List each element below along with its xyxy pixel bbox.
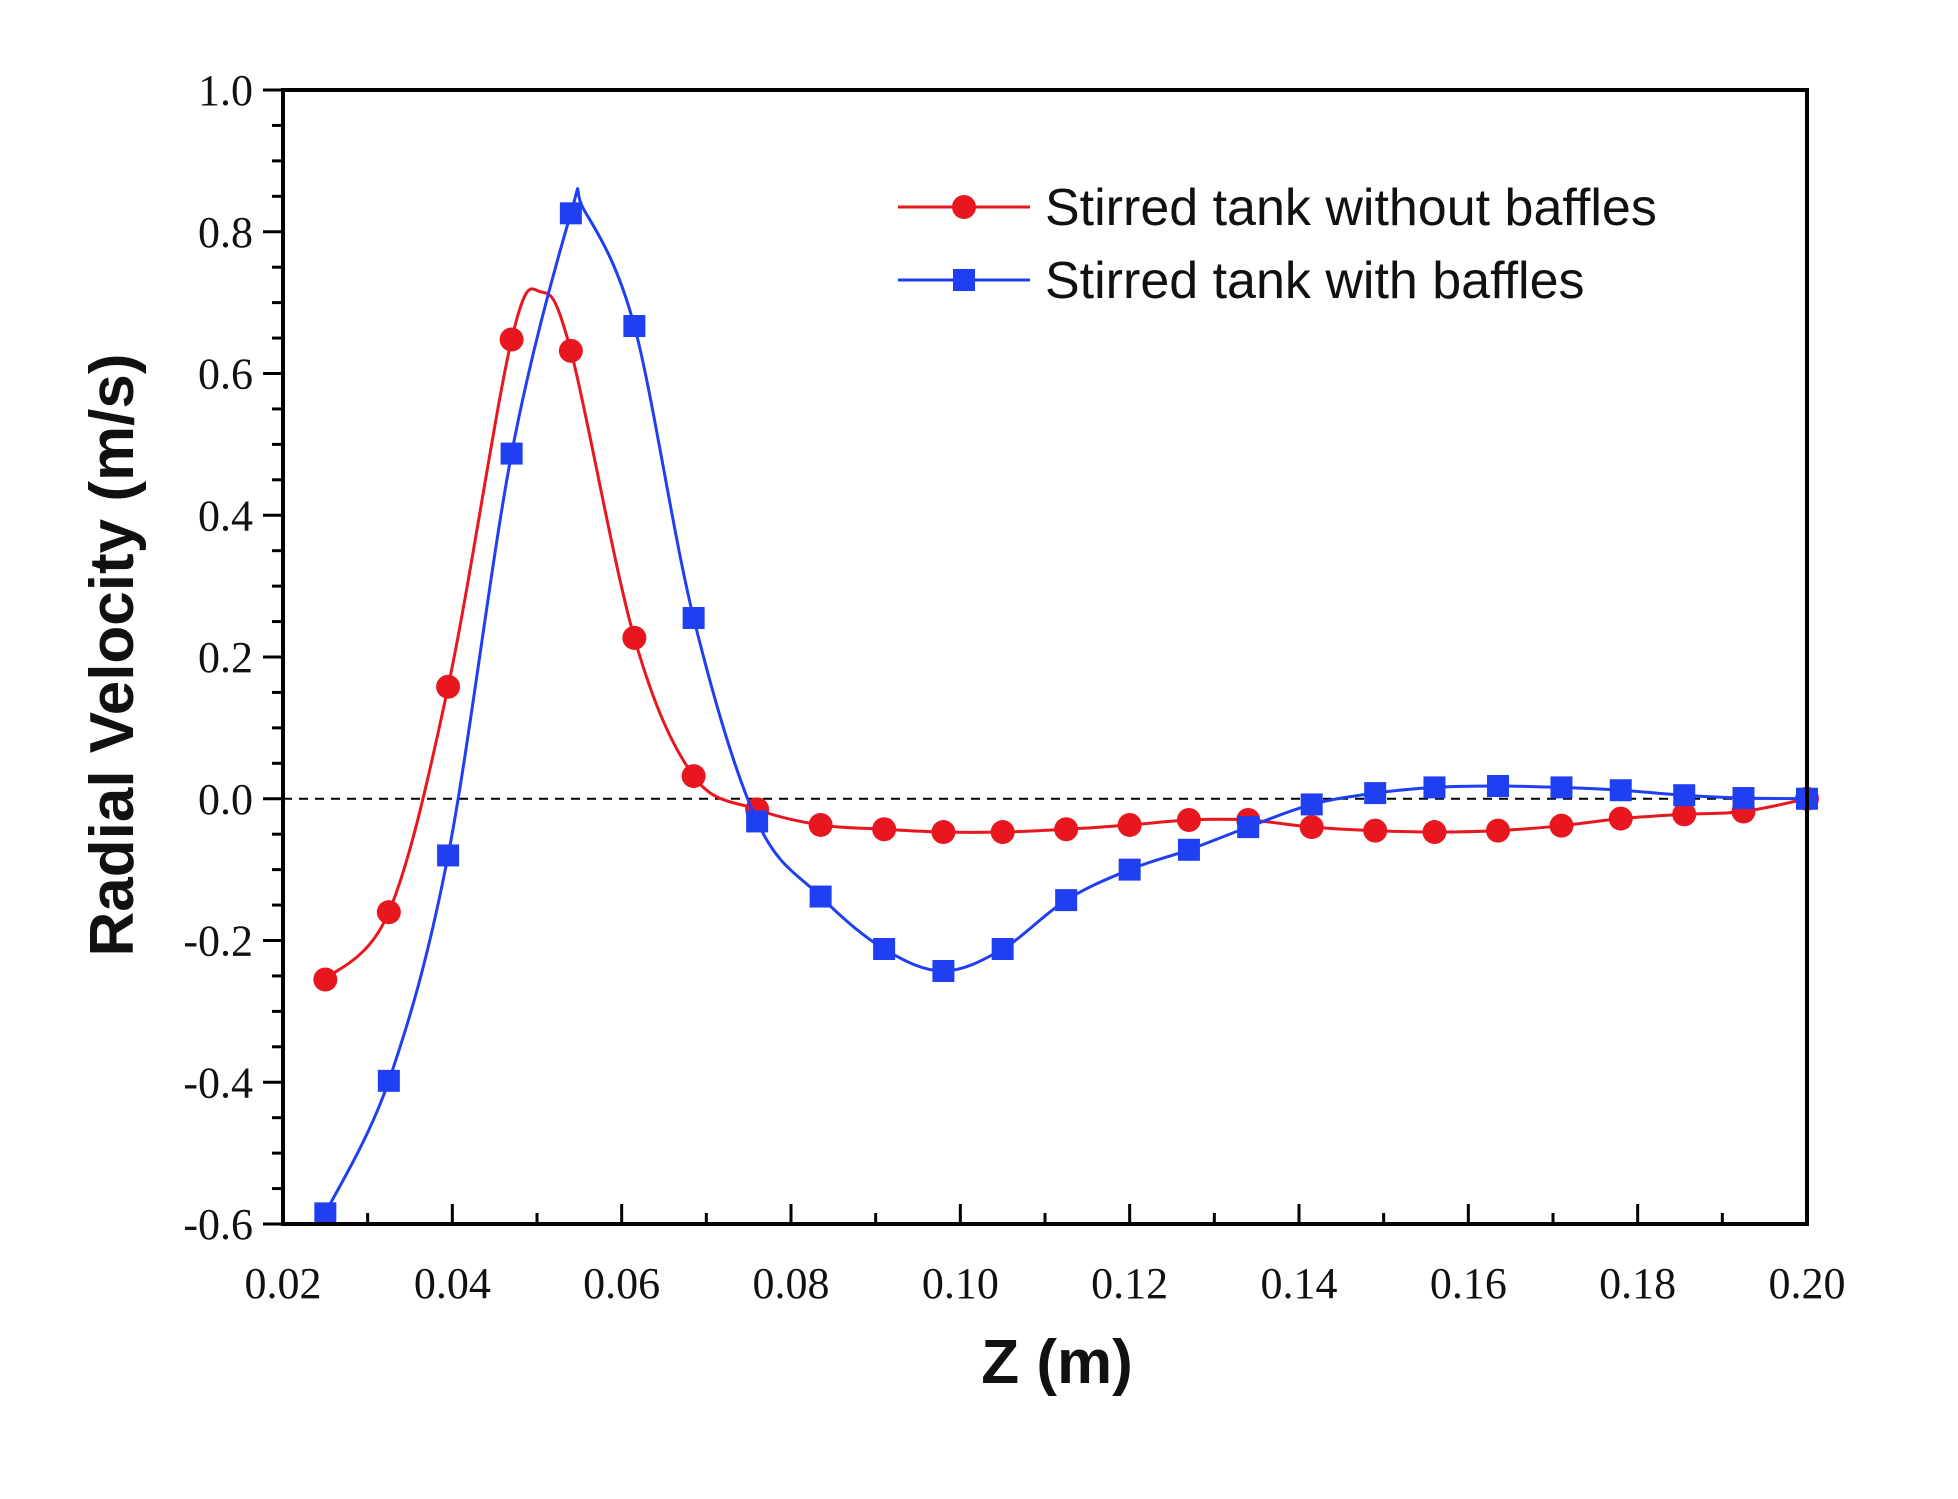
point-without-baffles (1608, 806, 1633, 831)
point-without-baffles (558, 338, 583, 363)
legend-label-without-baffles: Stirred tank without baffles (1045, 179, 1657, 237)
point-with-baffles (314, 1202, 337, 1225)
point-without-baffles (808, 812, 833, 837)
legend-entry-without-baffles: Stirred tank without baffles (898, 179, 1657, 237)
point-with-baffles (1550, 776, 1573, 799)
point-without-baffles (1485, 818, 1510, 843)
y-tick-label: 0.4 (198, 491, 253, 540)
point-with-baffles (500, 442, 523, 465)
point-with-baffles (623, 315, 646, 338)
y-tick-label: 0.0 (198, 775, 253, 824)
point-with-baffles (932, 959, 955, 982)
point-without-baffles (872, 817, 897, 842)
point-with-baffles (682, 607, 705, 630)
point-with-baffles (1423, 776, 1446, 799)
point-without-baffles (1672, 802, 1697, 827)
point-without-baffles (313, 967, 338, 992)
point-with-baffles (1055, 889, 1078, 912)
x-tick-label: 0.06 (583, 1259, 660, 1308)
point-without-baffles (436, 674, 461, 699)
point-with-baffles (1177, 838, 1200, 861)
y-tick-label: 1.0 (198, 66, 253, 115)
y-tick-label: -0.2 (183, 917, 253, 966)
point-with-baffles (991, 938, 1014, 961)
y-tick-label: -0.4 (183, 1058, 253, 1107)
y-tick-label: 0.8 (198, 208, 253, 257)
y-axis-title: Radial Velocity (m/s) (78, 354, 147, 957)
point-with-baffles (1237, 816, 1260, 839)
x-tick-label: 0.02 (245, 1259, 322, 1308)
x-axis-title: Z (m) (981, 1328, 1133, 1397)
legend-marker-circle-icon (952, 195, 976, 219)
point-with-baffles (873, 938, 896, 961)
x-tick-label: 0.08 (753, 1259, 830, 1308)
y-tick-label: -0.6 (183, 1200, 253, 1249)
plot-area: 0.02 0.04 0.06 0.08 0.10 0.12 0.14 0.16 0.18 0.20… (183, 66, 1845, 1308)
point-with-baffles (1300, 793, 1323, 816)
point-without-baffles (1422, 820, 1447, 845)
legend-marker-square-icon (953, 269, 975, 291)
point-without-baffles (931, 820, 956, 845)
point-without-baffles (681, 764, 706, 789)
point-with-baffles (377, 1069, 400, 1092)
point-with-baffles (1673, 784, 1696, 807)
x-tick-label: 0.20 (1769, 1259, 1846, 1308)
point-without-baffles (1176, 808, 1201, 833)
point-with-baffles (1609, 779, 1632, 802)
legend-label-with-baffles: Stirred tank with baffles (1045, 252, 1585, 310)
point-without-baffles (990, 820, 1015, 845)
point-without-baffles (1117, 812, 1142, 837)
y-tick-label: 0.2 (198, 633, 253, 682)
legend: Stirred tank without baffles Stirred tan… (898, 179, 1657, 310)
x-tick-label: 0.18 (1599, 1259, 1676, 1308)
x-tick-label: 0.04 (414, 1259, 491, 1308)
legend-entry-with-baffles: Stirred tank with baffles (898, 252, 1585, 310)
x-tick-label: 0.10 (922, 1259, 999, 1308)
x-tick-label: 0.16 (1430, 1259, 1507, 1308)
point-without-baffles (1299, 815, 1324, 840)
point-with-baffles (559, 202, 582, 225)
point-without-baffles (1054, 817, 1079, 842)
point-with-baffles (809, 885, 832, 908)
point-with-baffles (1486, 774, 1509, 797)
y-tick-label: 0.6 (198, 350, 253, 399)
series-line-with-baffles (323, 187, 1808, 1215)
point-with-baffles (437, 844, 460, 867)
x-tick-label: 0.12 (1091, 1259, 1168, 1308)
point-with-baffles (1364, 782, 1387, 805)
point-without-baffles (499, 327, 524, 352)
point-without-baffles (1363, 818, 1388, 843)
point-without-baffles (622, 625, 647, 650)
point-without-baffles (1549, 813, 1574, 838)
point-with-baffles (746, 810, 769, 833)
point-with-baffles (1118, 858, 1141, 881)
point-with-baffles (1732, 787, 1755, 810)
point-without-baffles (376, 900, 401, 925)
x-tick-label: 0.14 (1261, 1259, 1338, 1308)
